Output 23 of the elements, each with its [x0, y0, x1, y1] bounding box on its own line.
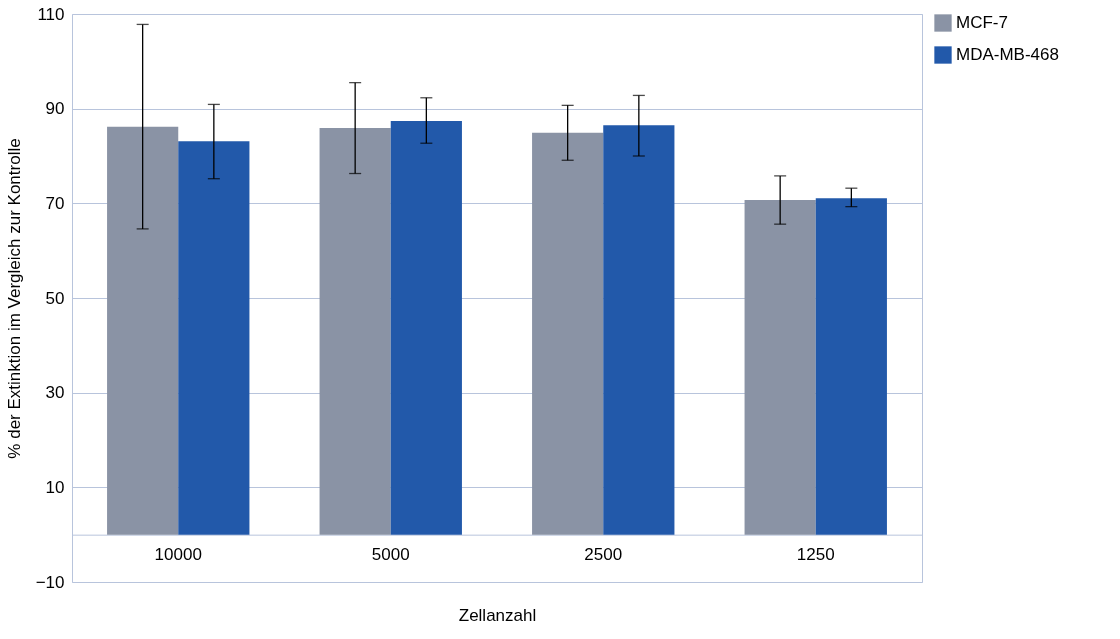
x-axis-title: Zellanzahl — [458, 606, 537, 626]
bar — [815, 198, 887, 535]
x-tick-label: 1250 — [796, 545, 835, 565]
y-tick-label: 50 — [45, 288, 65, 308]
legend-label: MDA-MB-468 — [956, 45, 1059, 64]
bar — [390, 120, 462, 535]
bar — [178, 141, 250, 535]
y-tick-label: −10 — [35, 572, 65, 592]
legend-label: MCF-7 — [956, 13, 1008, 32]
x-tick-label: 5000 — [371, 545, 410, 565]
bar — [532, 132, 604, 535]
y-axis-title: % der Extinktion im Vergleich zur Kontrolle — [4, 138, 24, 459]
x-tick-label: 10000 — [154, 545, 202, 565]
bar — [603, 125, 675, 535]
bar — [744, 200, 816, 535]
x-tick-label: 2500 — [584, 545, 623, 565]
y-tick-label: 30 — [45, 383, 65, 403]
y-tick-label: 10 — [45, 477, 65, 497]
y-tick-label: 90 — [45, 99, 65, 119]
y-tick-label: 110 — [37, 4, 65, 24]
bar — [319, 128, 391, 535]
bar — [107, 126, 179, 535]
y-tick-label: 70 — [45, 193, 65, 213]
